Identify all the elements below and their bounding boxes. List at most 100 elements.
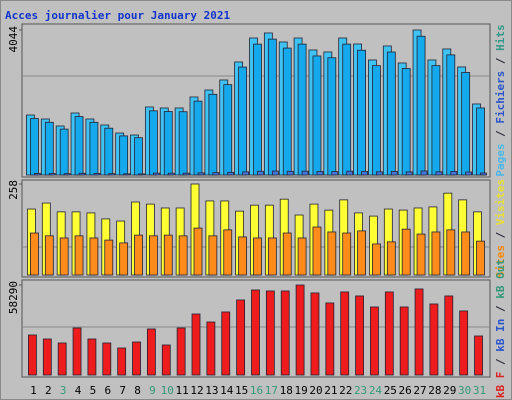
y-tick-label: 258 <box>7 180 20 200</box>
x-tick-label: 28 <box>428 384 441 397</box>
bar <box>327 231 337 276</box>
bar <box>34 172 41 176</box>
x-tick-label: 21 <box>324 384 337 397</box>
bar <box>476 107 485 176</box>
bar <box>148 110 158 176</box>
bar <box>461 72 471 176</box>
bar <box>295 284 305 376</box>
bar <box>361 170 368 176</box>
bar <box>163 111 173 176</box>
x-tick-label: 11 <box>176 384 189 397</box>
legend: kB F / kB In / kB Out <box>494 259 507 398</box>
bar <box>357 49 366 176</box>
bar <box>372 243 381 276</box>
bar <box>357 230 366 276</box>
bar <box>370 306 379 376</box>
legend-separator: / <box>494 352 507 372</box>
bar <box>161 344 171 376</box>
bar <box>134 234 143 276</box>
x-tick-label: 27 <box>413 384 426 397</box>
bar <box>346 170 354 176</box>
bar <box>208 235 218 276</box>
bar <box>72 327 82 376</box>
bar <box>340 291 350 376</box>
x-tick-label: 23 <box>354 384 367 397</box>
bar <box>193 227 203 276</box>
bar <box>74 235 84 276</box>
bar <box>148 235 158 276</box>
legend-entry: Hits <box>494 24 507 51</box>
bar <box>405 171 413 176</box>
bar <box>461 231 471 276</box>
bar <box>28 334 37 376</box>
bar <box>253 43 262 176</box>
bar <box>176 327 186 376</box>
bar <box>286 170 294 176</box>
bar <box>414 288 424 376</box>
bar <box>178 111 188 176</box>
x-tick-label: 15 <box>235 384 248 397</box>
bar <box>301 170 309 176</box>
bar <box>104 239 114 276</box>
bar <box>223 84 233 176</box>
x-tick-label: 12 <box>190 384 203 397</box>
bar <box>459 310 469 376</box>
bar <box>376 171 383 176</box>
x-tick-label: 4 <box>75 384 82 397</box>
bar <box>476 240 485 276</box>
bar <box>242 171 250 176</box>
bar <box>108 173 116 176</box>
x-tick-label: 10 <box>161 384 174 397</box>
bar <box>280 290 290 376</box>
bar <box>44 121 54 176</box>
bar <box>444 295 454 376</box>
bar <box>167 172 175 176</box>
bar <box>325 302 335 376</box>
x-tick-label: 18 <box>280 384 293 397</box>
x-tick-label: 19 <box>294 384 307 397</box>
bar <box>152 172 160 176</box>
bar <box>193 100 203 176</box>
x-tick-label: 16 <box>250 384 263 397</box>
bar <box>30 232 39 276</box>
bar <box>416 35 426 176</box>
x-tick-label: 1 <box>30 384 37 397</box>
bar <box>102 342 112 376</box>
bar <box>386 241 396 276</box>
x-tick-label: 3 <box>60 384 67 397</box>
x-tick-label: 25 <box>384 384 397 397</box>
bar <box>431 231 441 276</box>
legend-entry: Fichiers <box>494 71 507 124</box>
bar <box>212 172 220 176</box>
legend-entry: Visites <box>494 179 507 225</box>
bar <box>89 121 99 176</box>
bar <box>42 338 52 376</box>
bar <box>74 116 84 176</box>
bar <box>282 47 292 176</box>
bar <box>253 237 262 276</box>
bar <box>78 172 86 176</box>
bar <box>48 173 56 176</box>
legend-entry: Pages <box>494 144 507 177</box>
bar <box>57 342 67 376</box>
bar <box>372 65 381 176</box>
bar <box>134 137 143 176</box>
bar <box>117 347 127 376</box>
bar <box>342 232 352 276</box>
bar <box>310 292 320 376</box>
legend-separator: / <box>494 299 507 319</box>
bar <box>420 170 428 176</box>
bar <box>446 54 456 176</box>
x-tick-label: 20 <box>309 384 322 397</box>
bar <box>59 128 69 176</box>
bar <box>435 171 443 176</box>
bar <box>238 66 248 176</box>
legend-entry: kB Out <box>494 259 507 299</box>
x-tick-label: 26 <box>399 384 412 397</box>
x-tick-label: 2 <box>45 384 52 397</box>
bar <box>104 127 114 176</box>
bar <box>132 341 141 376</box>
bar <box>227 171 235 176</box>
legend-entry: kB In <box>494 319 507 352</box>
bar <box>123 173 131 176</box>
